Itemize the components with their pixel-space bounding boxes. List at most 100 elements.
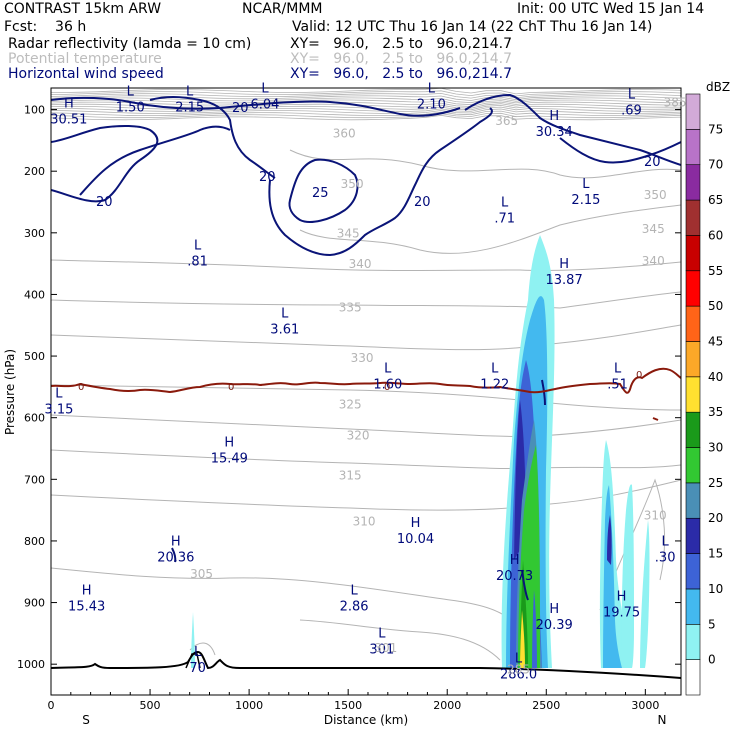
reflectivity-field [191,235,650,668]
y-tick-label-0: 100 [24,104,45,117]
theta-upper-contour-0 [51,88,681,95]
theta-label-350: 350 [341,177,364,191]
chart-title: CONTRAST 15km ARW [4,1,162,17]
colorbar-swatch-2 [685,588,701,625]
y-tick-label-7: 800 [24,535,45,548]
colorbar-swatch-7 [685,411,701,448]
forecast-hour: Fcst: 36 h [4,19,87,35]
colorbar-label-25: 25 [708,476,723,490]
theta-label-365: 365 [495,114,518,128]
theta-upper-contour-11 [51,110,681,117]
theta-labels: 285 301 305 310 315 320 325 330 335 340 345 350 360 3… [190,95,686,676]
colorbar-swatch-8 [685,376,701,413]
freezing-level-blip [652,417,659,421]
colorbar-label-60: 60 [708,228,723,242]
extremum-type-24: H [549,602,559,617]
extremum-type-19: L [662,534,670,549]
field-xy-wind: XY= 96.0, 2.5 to 96.0,214.7 [290,66,513,82]
theta-upper-contour-3 [51,95,681,101]
extrema-labels: H30.51L1.50L2.15L6.04L2.10L.69H30.34L.71… [44,81,675,682]
extremum-value-0: 30.51 [50,113,87,128]
extremum-value-4: 2.10 [417,97,446,112]
wind-label-20-a: 20 [96,195,113,210]
theta-label-extra-2: 350 [644,188,667,202]
field-name-reflectivity: Radar reflectivity (lamda = 10 cm) [8,36,252,52]
extremum-type-11: L [281,306,289,321]
wind-label-20-d: 20 [644,155,661,170]
theta-contour-335 [51,291,681,309]
y-axis-title: Pressure (hPa) [3,349,17,435]
colorbar-swatch-15 [685,129,701,166]
extremum-value-13: 1.22 [480,378,509,393]
extremum-type-23: H [617,590,627,605]
extremum-value-5: .69 [621,103,642,118]
y-tick-label-4: 500 [24,350,45,363]
theta-upper-contour-9 [51,106,681,112]
x-tick-label-1: 500 [140,699,161,712]
colorbar-label-50: 50 [708,299,723,313]
extremum-value-11: 3.61 [270,322,299,337]
colorbar-swatch-5 [685,482,701,519]
plot-area [51,88,681,695]
extremum-value-20: 20.73 [496,569,533,584]
theta-contour-350 [289,149,681,179]
wind-contour-20-mid [268,107,493,257]
extremum-value-22: 2.86 [340,600,369,615]
terrain-bump [185,653,201,669]
init-time: Init: 00 UTC Wed 15 Jan 14 [517,1,705,17]
colorbar: 0 5 10 15 20 25 30 35 40 45 50 55 60 65 70 75 dBZ [685,80,730,696]
colorbar-label-15: 15 [708,547,723,561]
extremum-value-19: .30 [655,550,676,565]
extremum-value-8: 2.15 [571,193,600,208]
extremum-type-17: H [411,516,421,531]
extremum-type-26: L [194,645,202,660]
colorbar-swatch-0 [685,659,701,696]
refl-cell2-10dbz [603,485,622,668]
wind-contour-20-b [149,96,276,179]
y-tick-label-6: 700 [24,473,45,486]
theta-upper-contour-8 [51,104,681,111]
theta-contour-cell [599,478,666,611]
x-tick-label-4: 2000 [433,699,461,712]
theta-contour-340 [51,259,681,272]
extremum-value-2: 2.15 [175,100,204,115]
theta-label-335: 335 [339,301,362,315]
colorbar-swatch-12 [685,235,701,272]
colorbar-swatch-1 [685,623,701,660]
theta-label-320: 320 [347,428,370,442]
colorbar-label-40: 40 [708,370,723,384]
theta-upper-contour-4 [51,97,681,104]
extremum-value-25: 301 [369,643,394,658]
colorbar-label-65: 65 [708,193,723,207]
theta-upper-contour-12 [51,112,681,119]
field-xy-reflectivity: XY= 96.0, 2.5 to 96.0,214.7 [290,36,513,52]
freezing-label-2: 0 [228,382,234,393]
theta-label-330: 330 [351,351,374,365]
x-tick-label-0: 0 [48,699,55,712]
extremum-value-21: 15.43 [68,600,105,615]
colorbar-swatch-6 [685,447,701,484]
theta-contour-345 [299,204,681,254]
x-tick-label-5: 2500 [532,699,560,712]
theta-label-305: 305 [190,567,213,581]
colorbar-label-10: 10 [708,582,723,596]
extremum-type-25: L [378,627,386,642]
extremum-type-9: L [194,238,202,253]
extremum-value-26: 70 [189,661,206,676]
y-tick-label-5: 600 [24,412,45,425]
refl-main-10b [532,590,537,668]
extremum-type-27: L [515,651,523,666]
theta-label-340: 340 [349,257,372,271]
colorbar-swatch-10 [685,305,701,342]
x-end-label-right: N [658,713,667,727]
theta-upper-contour-6 [51,101,681,107]
theta-label-360: 360 [333,126,356,140]
wind-contour-top [51,96,461,117]
wind-contour-cell [521,569,529,601]
extremum-type-7: L [501,195,509,210]
extremum-value-15: 3.15 [44,402,73,417]
wind-contour-25 [288,158,359,223]
wind-contour-cell2 [541,379,546,406]
